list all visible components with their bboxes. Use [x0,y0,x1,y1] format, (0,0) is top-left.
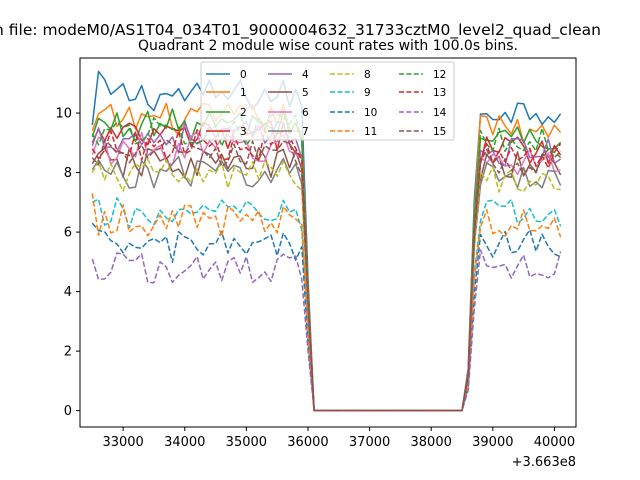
x-tick-label: 37000 [349,435,390,450]
legend-label-0: 0 [240,69,247,81]
x-tick-label: 40000 [534,435,575,450]
legend-label-12: 12 [433,69,446,81]
legend-box [200,61,455,141]
y-tick-label: 4 [64,285,72,300]
y-axis-ticks: 0 2 4 6 8 10 [55,107,80,419]
legend-label-9: 9 [364,87,371,99]
chart-title: Quadrant 2 module wise count rates with … [138,38,518,54]
x-tick-label: 33000 [102,435,143,450]
legend-label-15: 15 [433,126,446,138]
series-layer [91,70,562,412]
legend-label-4: 4 [302,69,309,81]
legend-label-1: 1 [240,87,247,99]
series-line-15 [91,139,562,412]
y-tick-label: 10 [55,107,72,122]
x-tick-label: 34000 [164,435,205,450]
y-tick-label: 6 [64,226,72,241]
legend-label-10: 10 [364,107,377,119]
y-tick-label: 0 [64,404,72,419]
x-tick-label: 35000 [226,435,267,450]
x-tick-label: 38000 [411,435,452,450]
y-tick-label: 2 [64,345,72,360]
x-tick-label: 39000 [472,435,513,450]
series-line-10 [91,222,561,412]
legend-label-5: 5 [302,87,309,99]
legend-label-2: 2 [240,107,247,119]
legend-label-14: 14 [433,107,447,119]
x-offset-label: +3.663e8 [512,455,576,470]
legend-label-8: 8 [364,69,371,81]
legend-label-7: 7 [302,126,309,138]
legend-label-3: 3 [240,126,247,138]
x-axis-ticks: 33000 34000 35000 36000 37000 38000 39000 40000 [102,427,575,450]
y-tick-label: 8 [64,166,72,181]
legend-label-13: 13 [433,87,446,99]
chart-suptitle: n file: modeM0/AS1T04_034T01_9000004632_… [0,21,601,40]
x-tick-label: 36000 [287,435,328,450]
legend-label-6: 6 [302,107,309,119]
legend-label-11: 11 [364,126,377,138]
plot-frame [79,57,577,428]
